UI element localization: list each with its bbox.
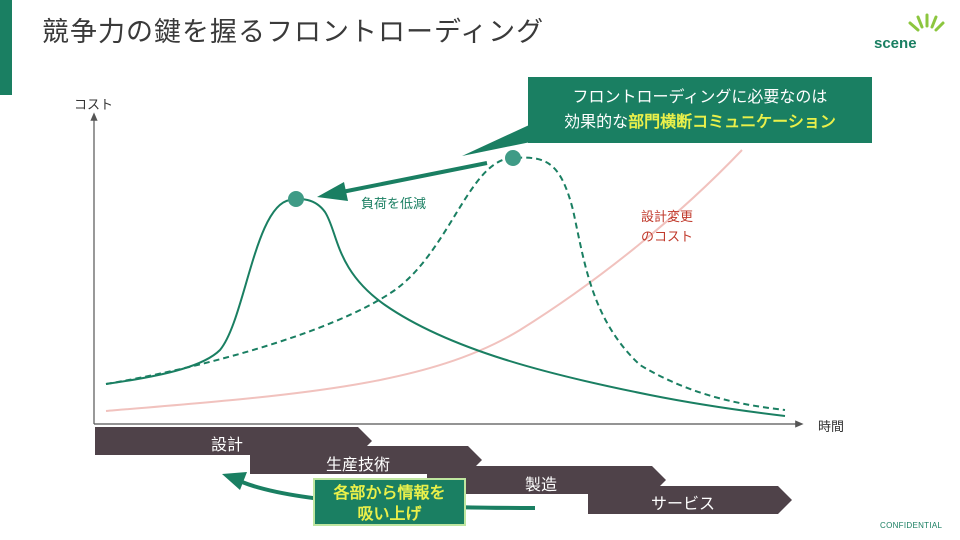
callout-box: フロントローディングに必要なのは 効果的な部門横断コミュニケーション xyxy=(528,77,872,143)
phase-label-service: サービス xyxy=(651,494,716,513)
change-cost-label-line-1: 設計変更 xyxy=(641,210,694,225)
phase-bar-service xyxy=(588,486,792,514)
feedback-box: 各部から情報を 吸い上げ xyxy=(313,478,466,526)
traditional-peak-marker xyxy=(505,150,521,166)
scene-logo: scene xyxy=(866,8,946,56)
phase-bar-production-engineering xyxy=(250,446,482,474)
phase-label-production-engineering: 生産技術 xyxy=(326,455,391,474)
sunburst-icon xyxy=(908,13,945,32)
traditional-load-curve xyxy=(105,156,786,411)
frontloaded-load-curve xyxy=(105,198,786,417)
x-axis-label: 時間 xyxy=(818,420,845,435)
callout-line-2-prefix: 効果的な xyxy=(564,112,629,131)
change-cost-label-line-2: のコスト xyxy=(641,230,694,245)
callout-line-1: フロントローディングに必要なのは xyxy=(572,87,828,106)
confidential-label: CONFIDENTIAL xyxy=(880,521,943,530)
arrow-left-icon xyxy=(317,161,488,201)
page-title: 競争力の鍵を握るフロントローディング xyxy=(42,17,545,48)
phase-label-manufacturing: 製造 xyxy=(525,475,558,494)
change-cost-curve xyxy=(105,149,743,412)
feedback-line-1: 各部から情報を xyxy=(333,483,446,502)
change-cost-label: 設計変更 のコスト xyxy=(641,208,693,248)
reduce-load-label: 負荷を低減 xyxy=(361,197,427,212)
phase-label-design: 設計 xyxy=(211,435,244,454)
frontloaded-peak-marker xyxy=(288,191,304,207)
y-axis-label: コスト xyxy=(74,98,114,113)
accent-bar xyxy=(0,0,12,95)
callout-highlight: 部門横断コミュニケーション xyxy=(628,112,836,131)
feedback-line-2: 吸い上げ xyxy=(357,504,422,523)
logo-text: scene xyxy=(874,35,917,52)
callout-line-2: 効果的な部門横断コミュニケーション xyxy=(528,109,872,134)
